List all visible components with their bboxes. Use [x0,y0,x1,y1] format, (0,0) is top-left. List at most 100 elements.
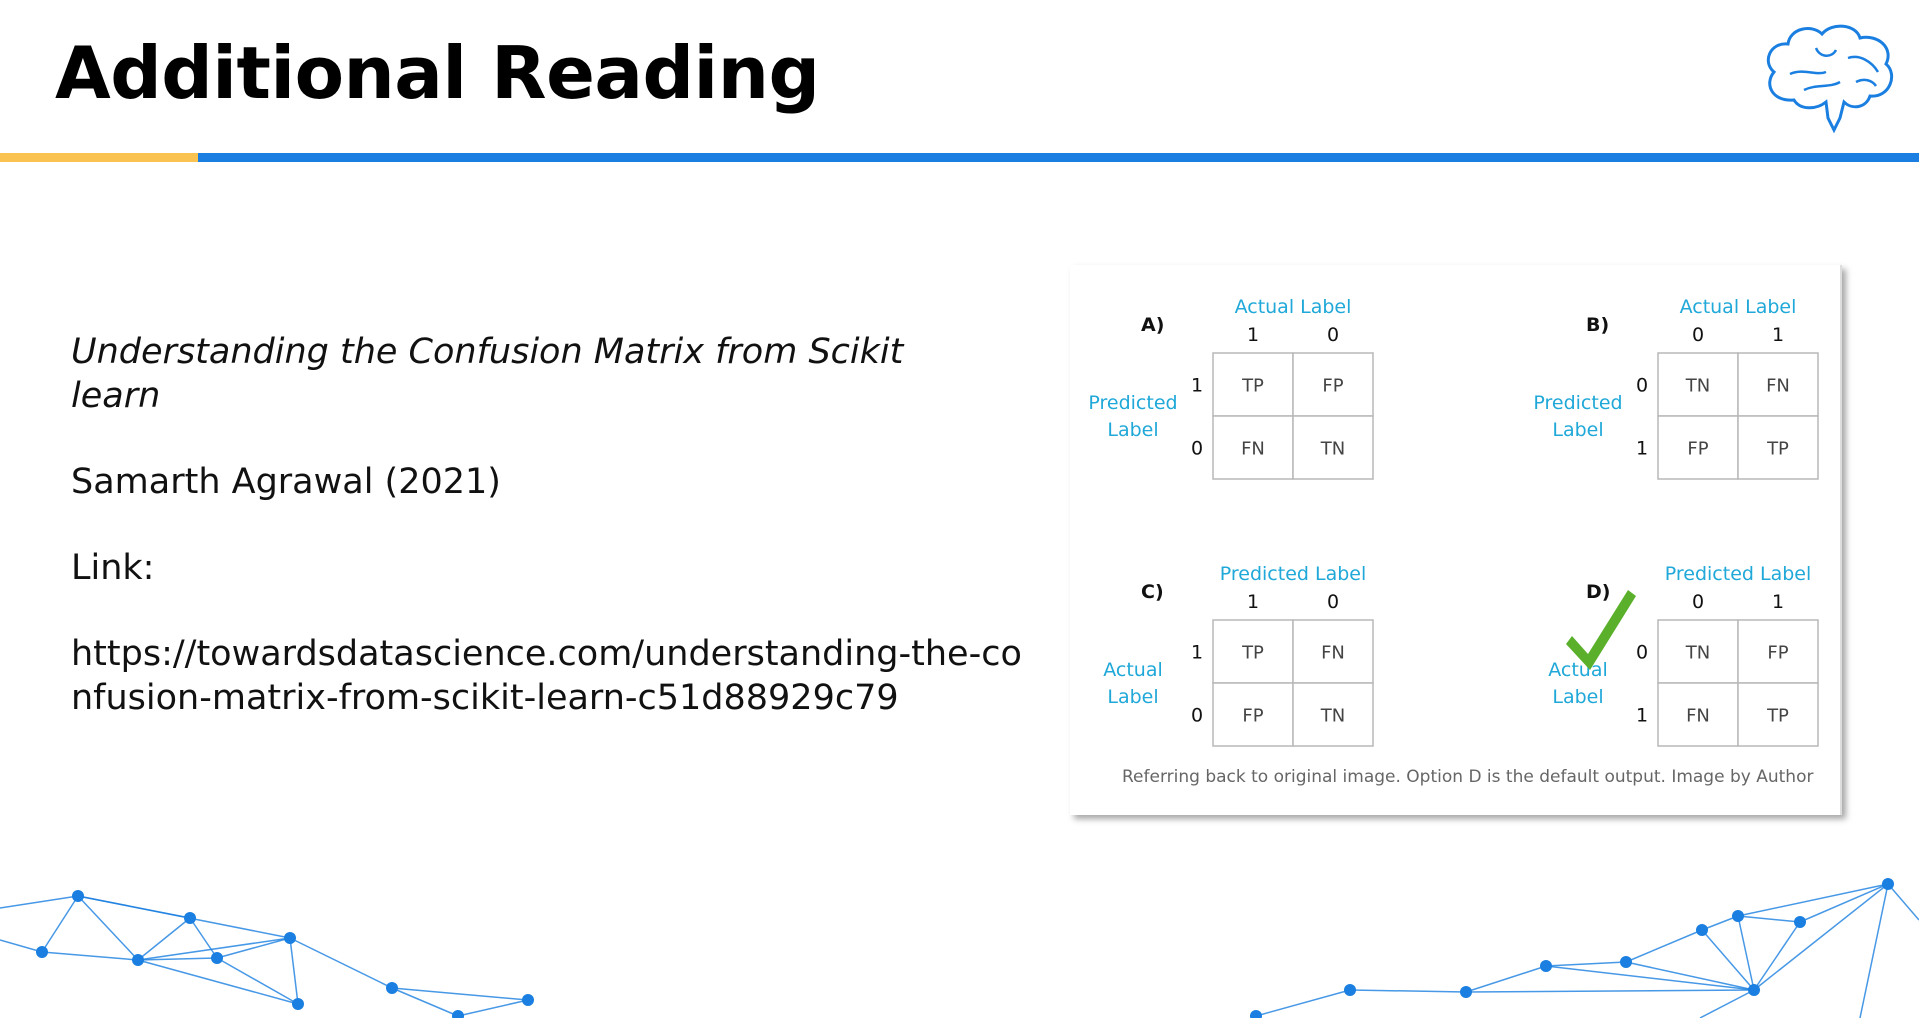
panel-top-label: Actual Label [1235,296,1352,318]
matrix-cell-box [1292,415,1374,480]
network-edge [391,987,529,1001]
panel-side-label-line1: Actual [1103,659,1163,681]
accent-rule-yellow [0,153,198,162]
matrix-cell-text: TN [1320,439,1345,460]
matrix-cell-text: TP [1766,706,1789,727]
network-edge [289,937,299,1005]
brain-icon [1766,24,1893,134]
column-tick: 0 [1692,591,1704,613]
row-tick: 1 [1636,705,1648,727]
network-node [1794,916,1806,928]
matrix-cell-text: FP [1322,376,1343,397]
network-edge [1737,883,1889,917]
panel-side-label-line2: Label [1107,686,1158,708]
matrix-cell-box [1657,415,1739,480]
panel-top-label: Predicted Label [1665,563,1812,585]
panel-side-label-line2: Label [1552,419,1603,441]
row-tick: 0 [1636,642,1648,664]
matrix-cell-text: TP [1766,439,1789,460]
panel-letter: A) [1141,314,1164,336]
column-tick: 0 [1692,324,1704,346]
matrix-cell-box [1292,619,1374,684]
row-tick: 0 [1191,705,1203,727]
network-edge [1887,883,1919,921]
matrix-cell-box [1212,415,1294,480]
network-node [211,952,223,964]
link-label: Link: [71,548,155,588]
network-edge [1753,883,1889,991]
network-node [522,994,534,1006]
network-edge [137,917,191,961]
network-edge [1701,929,1755,991]
network-edge [1545,965,1755,991]
confusion-matrix-figure: A) Actual Label 1 0 1 0 Predicted Label TP FP FN TN… [1070,265,1842,815]
accent-rule-blue [198,153,1919,162]
panel-side-label-line2: Label [1552,686,1603,708]
column-tick: 1 [1247,591,1259,613]
network-node [1250,1010,1262,1018]
network-edge [137,937,291,961]
column-tick: 1 [1772,591,1784,613]
network-edge [1859,883,1889,1018]
network-node [452,1010,464,1018]
network-edge [77,895,139,961]
matrix-cell-text: FP [1767,643,1788,664]
network-edge [289,937,393,989]
network-edge [1465,989,1755,993]
network-edge [1255,989,1351,1017]
network-node [292,998,304,1010]
matrix-cell-text: FP [1242,706,1263,727]
confusion-matrix-panels: A) Actual Label 1 0 1 0 Predicted Label TP FP FN TN… [1088,296,1819,747]
link-url[interactable]: https://towardsdatascience.com/understan… [71,634,1022,718]
panel-top-label: Actual Label [1680,296,1797,318]
matrix-cell-box [1212,352,1294,417]
network-edge [1545,961,1627,967]
matrix-cell-box [1737,415,1819,480]
network-edge [216,937,291,959]
checkmark-icon [1566,590,1636,670]
row-tick: 0 [1636,375,1648,397]
network-edge [0,895,79,909]
network-edge [1799,883,1889,923]
network-edge [41,951,139,961]
matrix-cell-text: TN [1685,643,1710,664]
matrix-cell-text: FN [1321,643,1345,664]
network-node [284,932,296,944]
matrix-cell-text: FN [1686,706,1710,727]
panel-side-label-line2: Label [1107,419,1158,441]
network-node [1732,910,1744,922]
network-edge [137,959,299,1005]
reading-text: Understanding the Confusion Matrix from … [71,330,1031,720]
row-tick: 1 [1636,438,1648,460]
network-edge [189,917,218,959]
network-edge [0,939,43,953]
panel-letter: D) [1586,581,1610,603]
panel-letter: C) [1141,581,1164,603]
network-edge [1737,915,1755,991]
network-edge [1465,965,1547,993]
network-node [1696,924,1708,936]
matrix-cell-text: TP [1241,376,1264,397]
book-title: Understanding the Confusion Matrix from … [71,332,904,416]
matrix-cell-box [1292,682,1374,747]
slide-header: Additional Reading [0,0,1919,162]
matrix-cell-text: TN [1320,706,1345,727]
network-edge [391,987,459,1017]
network-node [1540,960,1552,972]
network-node [1620,956,1632,968]
panel-top-label: Predicted Label [1220,563,1367,585]
network-node [1344,984,1356,996]
matrix-cell-box [1737,682,1819,747]
network-node [386,982,398,994]
column-tick: 1 [1772,324,1784,346]
network-node [1460,986,1472,998]
author-year: Samarth Agrawal (2021) [71,462,501,502]
row-tick: 1 [1191,375,1203,397]
row-tick: 1 [1191,642,1203,664]
matrix-cell-text: FN [1766,376,1790,397]
network-node [184,912,196,924]
row-tick: 0 [1191,438,1203,460]
network-edge [1625,929,1703,963]
panel-side-label-line1: Actual [1548,659,1608,681]
figure-caption: Referring back to original image. Option… [1122,767,1814,787]
